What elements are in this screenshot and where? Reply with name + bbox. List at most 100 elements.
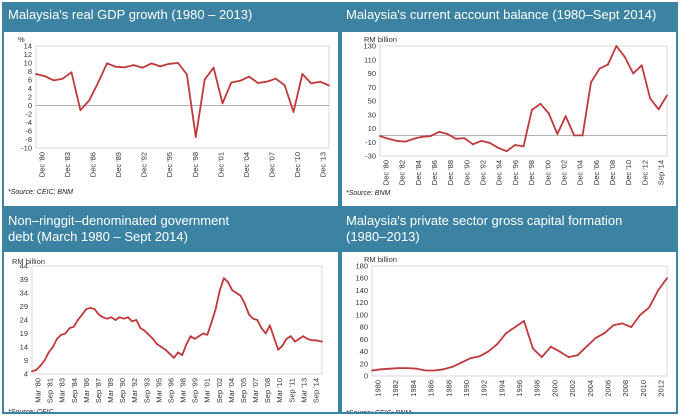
data-point [131, 320, 133, 323]
x-tick-label: 1980 [374, 380, 383, 397]
x-tick-label: Dec '92 [479, 160, 488, 185]
data-point [666, 94, 668, 97]
x-tick-label: Sep '14 [312, 378, 321, 403]
y-tick-label: 70 [368, 83, 376, 92]
data-point [89, 306, 92, 309]
data-point [218, 289, 221, 292]
y-tick-label: 14 [24, 42, 32, 51]
data-point [212, 66, 215, 69]
x-tick-label: 1998 [533, 380, 542, 397]
y-tick-label: -30 [365, 152, 376, 161]
data-point [93, 308, 96, 311]
x-tick-label: Dec '96 [511, 160, 520, 185]
data-point [35, 369, 38, 371]
data-point [455, 137, 457, 140]
data-point [621, 322, 624, 325]
panel-gdp-growth: Malaysia's real GDP growth (1980 – 2013)… [2, 2, 340, 208]
x-tick-label: Sep '99 [191, 378, 200, 403]
x-tick-label: Dec '94 [495, 160, 504, 185]
data-point [274, 77, 277, 80]
data-point [576, 354, 579, 357]
data-point [168, 62, 171, 65]
y-tick-label: 40 [360, 347, 368, 356]
x-tick-label: Mar '89 [106, 378, 115, 403]
data-point [310, 82, 313, 85]
data-point [257, 82, 259, 84]
y-tick-label: 50 [368, 97, 376, 106]
y-tick-label: -4 [25, 118, 32, 127]
data-point [223, 277, 225, 280]
data-point [302, 335, 305, 338]
data-point [214, 308, 217, 311]
data-point [277, 348, 280, 351]
data-point [585, 345, 588, 348]
data-point [256, 319, 259, 321]
data-point [396, 140, 398, 142]
y-tick-label: 29 [20, 302, 28, 311]
data-point [478, 355, 481, 358]
data-point [203, 78, 206, 81]
series-line [31, 277, 323, 373]
data-point [189, 335, 192, 338]
chart-area: RM billion 4 9 14 19 24 29 34 39 44 Mar '80 Sep '81… [4, 252, 338, 412]
x-tick-label: Mar '07 [251, 378, 260, 403]
data-point [31, 370, 33, 373]
data-point [60, 333, 63, 336]
unit-label: RM billion [364, 255, 397, 264]
y-tick-label: 60 [360, 335, 368, 344]
chart-area: RM billion 0 20 40 60 80 100 120 140 160 180 1980 19… [342, 252, 676, 412]
y-tick-label: 14 [20, 343, 28, 352]
data-point [451, 365, 454, 368]
data-point [319, 80, 321, 83]
data-point [285, 338, 288, 340]
data-point [514, 326, 516, 328]
data-point [141, 66, 144, 69]
series-line [371, 277, 668, 372]
data-point [505, 332, 507, 335]
data-point [387, 137, 390, 140]
y-tick-label: 140 [355, 286, 368, 295]
data-point [549, 345, 552, 348]
x-tick-label: 1994 [497, 380, 506, 397]
y-tick-label: 0 [364, 372, 368, 381]
data-point [379, 135, 381, 137]
data-point [488, 142, 491, 144]
data-point [43, 359, 46, 362]
plot-frame [371, 265, 668, 377]
x-tick-label: Sep '11 [287, 378, 296, 403]
x-tick-label: Dec '89 [114, 152, 123, 177]
plot-frame [31, 265, 323, 375]
y-tick-label: 9 [24, 356, 28, 365]
data-point [556, 133, 559, 135]
y-tick-label: 19 [20, 329, 28, 338]
x-tick-label: 2004 [586, 380, 595, 397]
data-point [159, 65, 162, 68]
y-tick-label: 6 [28, 76, 32, 85]
data-point [243, 302, 246, 305]
data-point [181, 354, 184, 356]
x-tick-label: Mar '13 [299, 378, 308, 403]
data-point [127, 316, 129, 319]
data-point [248, 313, 250, 316]
x-tick-label: Sep '93 [142, 378, 151, 403]
data-point [433, 369, 436, 372]
data-point [603, 332, 606, 335]
data-point [666, 277, 668, 280]
series-line [35, 62, 330, 138]
data-point [147, 333, 150, 336]
x-tick-label: Dec '08 [608, 160, 617, 185]
y-tick-label: 160 [355, 274, 368, 283]
source-note: *Source: CEIC; BNM [346, 410, 411, 412]
x-tick-label: 1990 [462, 380, 471, 397]
data-point [85, 308, 88, 311]
data-point [114, 319, 117, 321]
y-tick-label: 90 [368, 69, 376, 78]
data-point [298, 338, 300, 340]
data-point [47, 351, 50, 354]
x-tick-label: 1988 [444, 380, 453, 397]
x-tick-label: Mar '10 [275, 378, 284, 403]
source-note: *Source: CEIC; BNM [8, 189, 73, 196]
data-point [132, 64, 135, 66]
data-point [186, 73, 188, 76]
panel-title: Malaysia's current account balance (1980… [346, 7, 657, 22]
